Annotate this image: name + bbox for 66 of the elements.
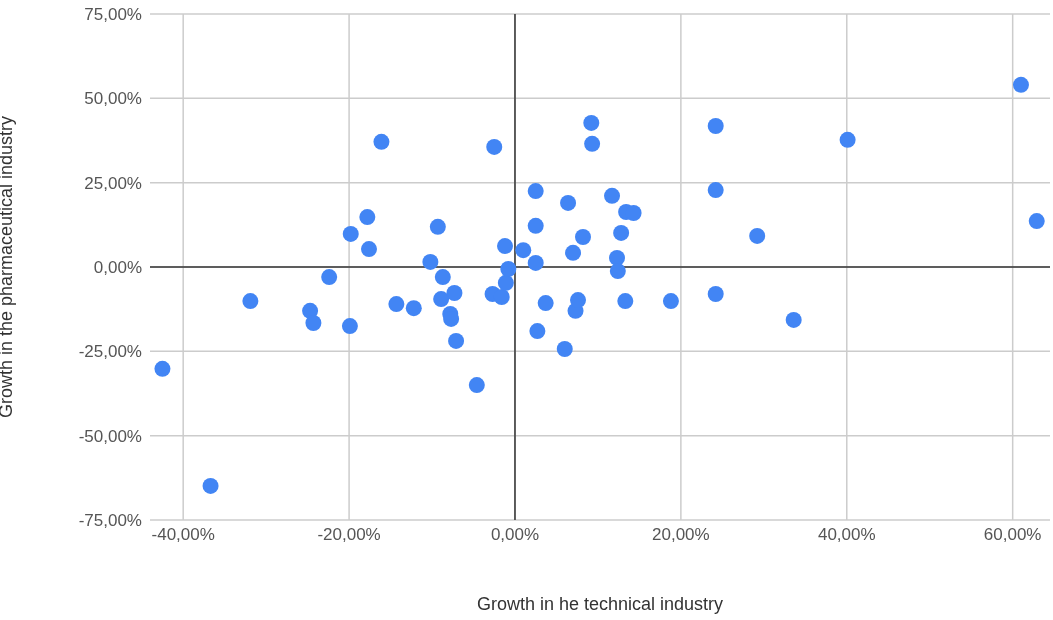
point: [422, 253, 439, 270]
point: [448, 332, 465, 349]
x-tick-label: 40,00%: [817, 525, 876, 545]
point: [583, 114, 600, 131]
point: [497, 274, 514, 291]
point: [527, 217, 544, 234]
x-tick-label: 60,00%: [983, 525, 1042, 545]
y-tick-label: 50,00%: [84, 89, 142, 109]
point: [202, 477, 219, 494]
point: [785, 311, 802, 328]
point: [515, 242, 532, 259]
point: [446, 284, 463, 301]
point: [341, 318, 358, 335]
point: [707, 182, 724, 199]
point: [1012, 76, 1029, 93]
y-tick-label: 0,00%: [93, 258, 142, 278]
point: [707, 118, 724, 134]
point: [434, 269, 451, 286]
point: [500, 261, 517, 278]
point: [839, 131, 856, 148]
point: [405, 300, 422, 317]
y-tick-label: -50,00%: [78, 426, 142, 446]
point: [609, 249, 626, 266]
point: [388, 296, 405, 313]
point: [429, 218, 446, 235]
point: [570, 292, 587, 309]
point: [154, 360, 171, 377]
y-tick-label: -75,00%: [78, 511, 142, 531]
point: [527, 183, 544, 200]
point: [565, 244, 582, 261]
point: [497, 238, 514, 255]
point: [373, 133, 390, 150]
x-tick-label: -20,00%: [317, 525, 381, 545]
point: [556, 340, 573, 357]
point: [493, 289, 510, 306]
y-axis-title: Growth in the pharmaceutical industry: [0, 115, 17, 419]
y-tick-label: -25,00%: [78, 342, 142, 362]
point: [1028, 213, 1045, 230]
point: [305, 315, 322, 331]
point: [359, 209, 376, 226]
point: [433, 291, 450, 308]
point: [360, 241, 377, 258]
point: [749, 227, 766, 244]
point: [486, 138, 503, 155]
point: [613, 224, 630, 241]
point: [604, 187, 621, 204]
point: [468, 377, 485, 394]
x-tick-label: 20,00%: [652, 525, 710, 545]
point: [527, 254, 544, 271]
point: [321, 269, 338, 286]
x-tick-label: -40,00%: [151, 525, 215, 545]
point: [575, 228, 591, 245]
y-tick-label: 75,00%: [84, 5, 142, 25]
point: [707, 285, 724, 302]
point: [242, 293, 259, 310]
y-tick-label: 25,00%: [84, 173, 142, 193]
point: [529, 323, 546, 340]
x-axis-title: Growth in he technical industry: [476, 594, 724, 614]
point: [560, 194, 577, 211]
point: [617, 293, 634, 310]
point: [584, 135, 601, 152]
point: [537, 295, 554, 312]
x-tick-label: 0,00%: [490, 525, 540, 545]
point: [342, 225, 359, 242]
point: [662, 293, 679, 310]
point: [609, 263, 626, 280]
